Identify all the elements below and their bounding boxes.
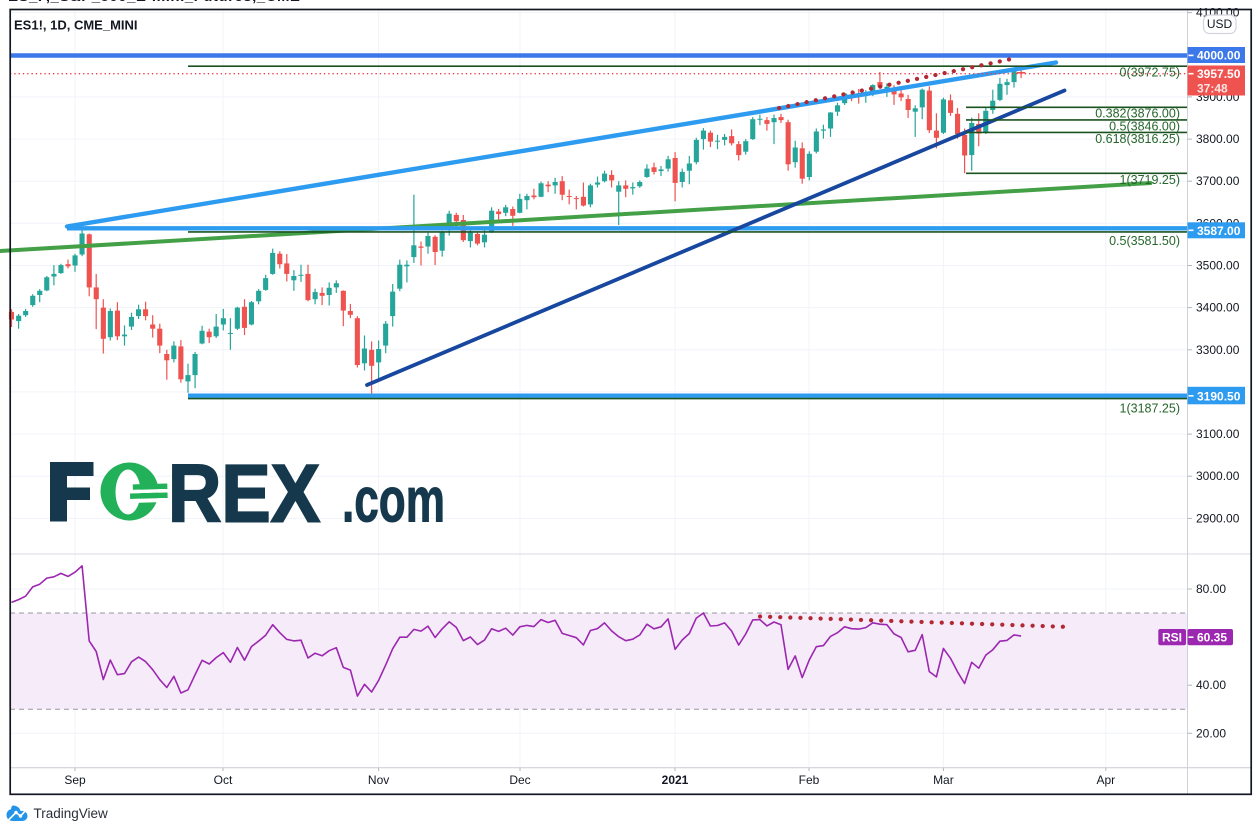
svg-text:REX: REX	[168, 456, 320, 526]
svg-text:3190.50: 3190.50	[1197, 389, 1241, 403]
svg-text:80.00: 80.00	[1196, 582, 1226, 596]
svg-text:ES1!, 1D, CME_MINI: ES1!, 1D, CME_MINI	[14, 18, 138, 33]
svg-text:40.00: 40.00	[1196, 678, 1226, 692]
svg-text:3400.00: 3400.00	[1196, 301, 1240, 315]
svg-text:0.5(3581.50): 0.5(3581.50)	[1109, 234, 1180, 248]
svg-text:3700.00: 3700.00	[1196, 174, 1240, 188]
svg-text:3300.00: 3300.00	[1196, 343, 1240, 357]
svg-text:RSI: RSI	[1162, 630, 1182, 644]
svg-text:20.00: 20.00	[1196, 726, 1226, 740]
svg-text:Feb: Feb	[799, 773, 820, 787]
svg-text:0.382(3876.00): 0.382(3876.00)	[1095, 107, 1180, 121]
svg-text:.com: .com	[342, 466, 445, 527]
svg-text:3587.00: 3587.00	[1197, 224, 1241, 238]
svg-text:USD: USD	[1207, 17, 1233, 31]
svg-text:Sep: Sep	[64, 773, 86, 787]
svg-text:0(3972.75): 0(3972.75)	[1120, 66, 1180, 80]
svg-text:3800.00: 3800.00	[1196, 132, 1240, 146]
svg-text:60.35: 60.35	[1197, 630, 1227, 644]
svg-text:0.5(3846.00): 0.5(3846.00)	[1109, 119, 1180, 133]
svg-text:3957.50: 3957.50	[1197, 67, 1241, 81]
svg-text:1(3187.25): 1(3187.25)	[1120, 402, 1180, 416]
svg-text:1(3719.25): 1(3719.25)	[1120, 173, 1180, 187]
svg-text:3000.00: 3000.00	[1196, 469, 1240, 483]
svg-text:3100.00: 3100.00	[1196, 427, 1240, 441]
svg-text:Oct: Oct	[214, 773, 233, 787]
svg-text:0.618(3816.25): 0.618(3816.25)	[1095, 132, 1180, 146]
svg-text:3500.00: 3500.00	[1196, 259, 1240, 273]
svg-text:Mar: Mar	[933, 773, 954, 787]
svg-text:Apr: Apr	[1096, 773, 1115, 787]
svg-text:2900.00: 2900.00	[1196, 511, 1240, 525]
svg-text:2021: 2021	[662, 773, 689, 787]
svg-text:37:48: 37:48	[1197, 82, 1228, 96]
svg-text:4000.00: 4000.00	[1197, 49, 1241, 63]
svg-text:Nov: Nov	[368, 773, 389, 787]
svg-text:Dec: Dec	[509, 773, 530, 787]
